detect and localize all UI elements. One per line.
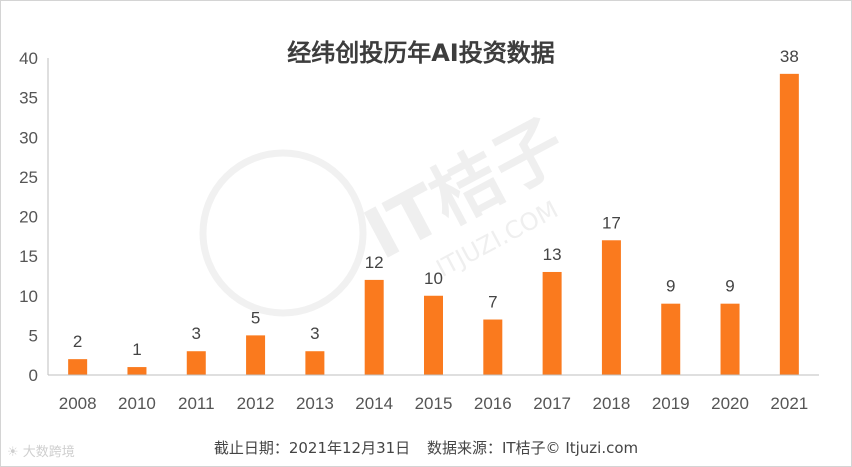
x-tick-label: 2013 — [296, 394, 334, 413]
chart-footer: 截止日期：2021年12月31日 数据来源：IT桔子© Itjuzi.com — [1, 437, 851, 458]
corner-logo-text: 大数跨境 — [22, 445, 75, 460]
corner-logo-icon: ☀ — [7, 445, 19, 460]
data-label: 5 — [251, 308, 260, 327]
bar — [68, 359, 88, 375]
x-tick-label: 2008 — [59, 394, 97, 413]
watermark: IT桔子 ITJUZI.COM — [199, 103, 579, 317]
data-label: 38 — [780, 47, 799, 66]
x-tick-label: 2014 — [355, 394, 393, 413]
bar — [424, 295, 443, 375]
chart-title: 经纬创投历年AI投资数据 — [287, 39, 555, 67]
bar — [661, 303, 681, 375]
x-tick-label: 2011 — [178, 394, 215, 413]
bar — [601, 240, 621, 375]
data-label: 7 — [488, 293, 497, 312]
data-label: 12 — [365, 253, 384, 272]
x-tick-label: 2016 — [474, 394, 512, 413]
bars-group — [68, 73, 799, 375]
bar — [364, 279, 384, 375]
y-tick-label: 5 — [29, 326, 38, 345]
y-tick-label: 20 — [19, 208, 38, 227]
data-label: 13 — [543, 245, 562, 264]
watermark-logo-icon — [199, 149, 367, 317]
corner-logo: ☀ 大数跨境 — [7, 441, 75, 460]
y-tick-label: 25 — [19, 168, 38, 187]
x-tick-label: 2019 — [652, 394, 690, 413]
x-tick-label: 2015 — [415, 394, 453, 413]
data-label: 17 — [602, 213, 621, 232]
footer-date: 截止日期：2021年12月31日 — [213, 439, 411, 457]
x-tick-label: 2021 — [770, 394, 808, 413]
x-tick-label: 2010 — [118, 394, 156, 413]
x-axis: 2008 2010 2011 2012 2013 2014 2015 2016 2017 2018… — [48, 374, 819, 413]
data-label: 1 — [132, 340, 141, 359]
y-tick-label: 15 — [19, 247, 38, 266]
data-label: 3 — [310, 324, 319, 343]
y-tick-label: 10 — [19, 287, 38, 306]
y-tick-label: 30 — [19, 128, 38, 147]
bar — [246, 335, 266, 375]
y-tick-label: 35 — [19, 89, 38, 108]
data-label: 3 — [192, 324, 201, 343]
bar — [186, 351, 206, 375]
y-tick-label: 40 — [19, 49, 38, 68]
data-label: 9 — [666, 277, 675, 296]
bar — [542, 271, 562, 375]
x-tick-label: 2020 — [711, 394, 749, 413]
bar — [483, 319, 503, 375]
footer-source: 数据来源：IT桔子© Itjuzi.com — [426, 439, 639, 457]
x-tick-label: 2017 — [533, 394, 571, 413]
x-tick-label: 2012 — [237, 394, 275, 413]
bar — [779, 73, 799, 375]
x-tick-label: 2018 — [593, 394, 631, 413]
bar — [305, 351, 325, 375]
bar — [720, 303, 740, 375]
data-label: 9 — [725, 277, 734, 296]
data-label: 10 — [424, 269, 443, 288]
y-tick-label: 0 — [29, 366, 38, 385]
y-axis: 0 5 10 15 20 25 30 35 40 — [19, 49, 49, 385]
bar — [127, 367, 147, 375]
data-label: 2 — [73, 332, 82, 351]
